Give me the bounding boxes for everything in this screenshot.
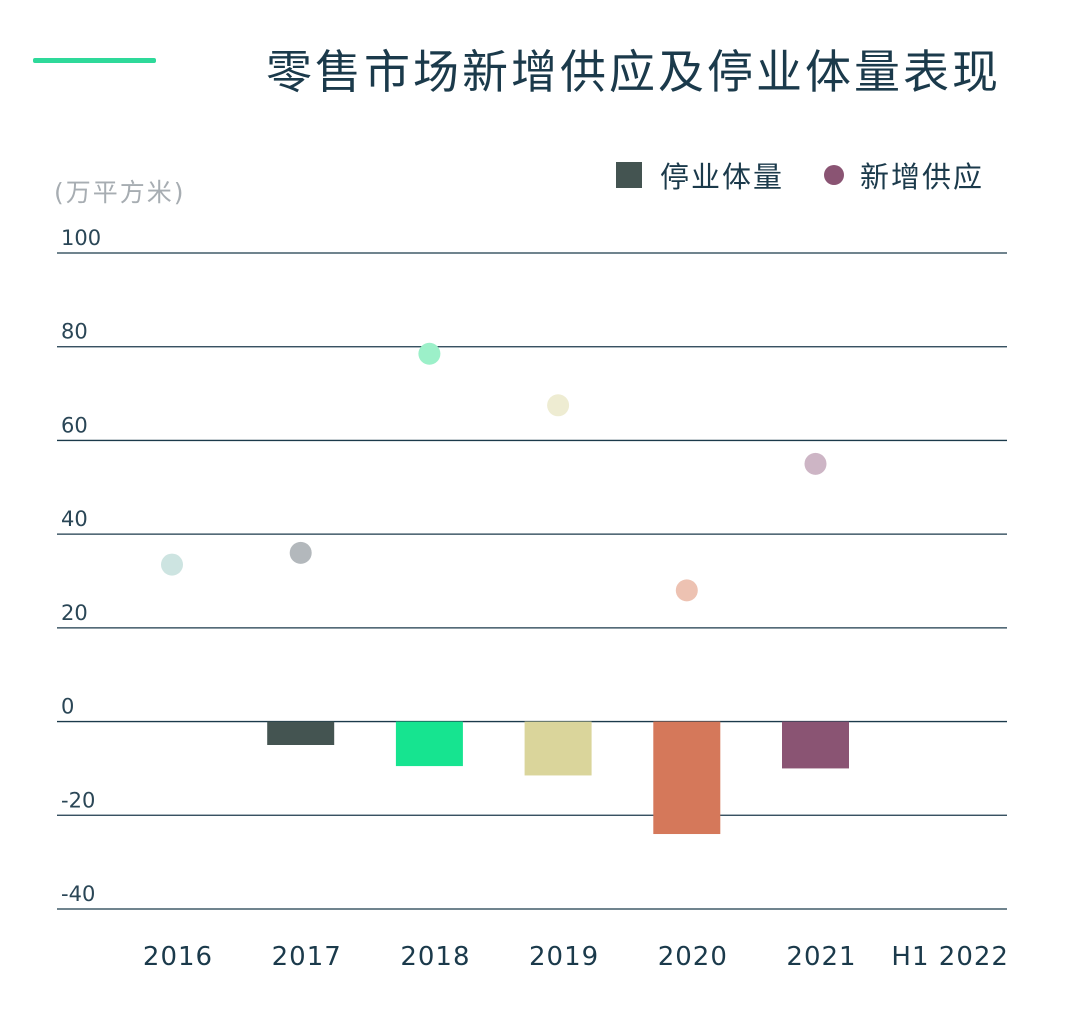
legend-dot-swatch xyxy=(824,165,845,185)
x-tick-label: 2018 xyxy=(400,942,470,972)
bar-closures xyxy=(653,721,721,835)
y-tick-label: 100 xyxy=(61,226,101,250)
legend-square-swatch xyxy=(616,162,642,188)
bar-closures xyxy=(524,721,592,776)
legend-label-new-supply: 新增供应 xyxy=(860,160,985,194)
point-new-supply xyxy=(418,342,441,365)
point-new-supply xyxy=(547,394,570,417)
y-tick-label: 80 xyxy=(61,320,88,344)
legend-item-new-supply: 新增供应 xyxy=(824,154,984,196)
point-new-supply xyxy=(804,452,827,475)
legend-item-closures: 停业体量 xyxy=(616,154,784,196)
y-tick-label: 20 xyxy=(61,601,88,625)
chart-title: 零售市场新增供应及停业体量表现 xyxy=(266,45,1001,99)
legend-label-closures: 停业体量 xyxy=(660,160,785,194)
bar-closures xyxy=(267,721,335,745)
x-tick-label: 2021 xyxy=(786,942,856,972)
x-tick-label: 2017 xyxy=(272,942,342,972)
y-tick-label: 60 xyxy=(61,413,88,437)
y-axis-unit-label: (万平方米) xyxy=(54,178,186,207)
y-tick-label: -40 xyxy=(61,882,95,906)
x-tick-label: 2020 xyxy=(658,942,728,972)
bar-closures xyxy=(395,721,463,767)
legend: 停业体量 新增供应 xyxy=(616,154,984,196)
y-tick-label: 0 xyxy=(61,695,74,719)
point-new-supply xyxy=(289,541,312,564)
title-accent-line xyxy=(33,58,156,63)
x-tick-label: 2019 xyxy=(529,942,599,972)
point-new-supply xyxy=(161,553,183,576)
x-tick-label: H1 2022 xyxy=(891,942,1009,972)
y-tick-label: 40 xyxy=(61,507,88,531)
point-new-supply xyxy=(675,579,698,602)
x-tick-label: 2016 xyxy=(143,942,213,972)
y-tick-label: -20 xyxy=(61,788,95,812)
bar-closures xyxy=(782,721,849,769)
